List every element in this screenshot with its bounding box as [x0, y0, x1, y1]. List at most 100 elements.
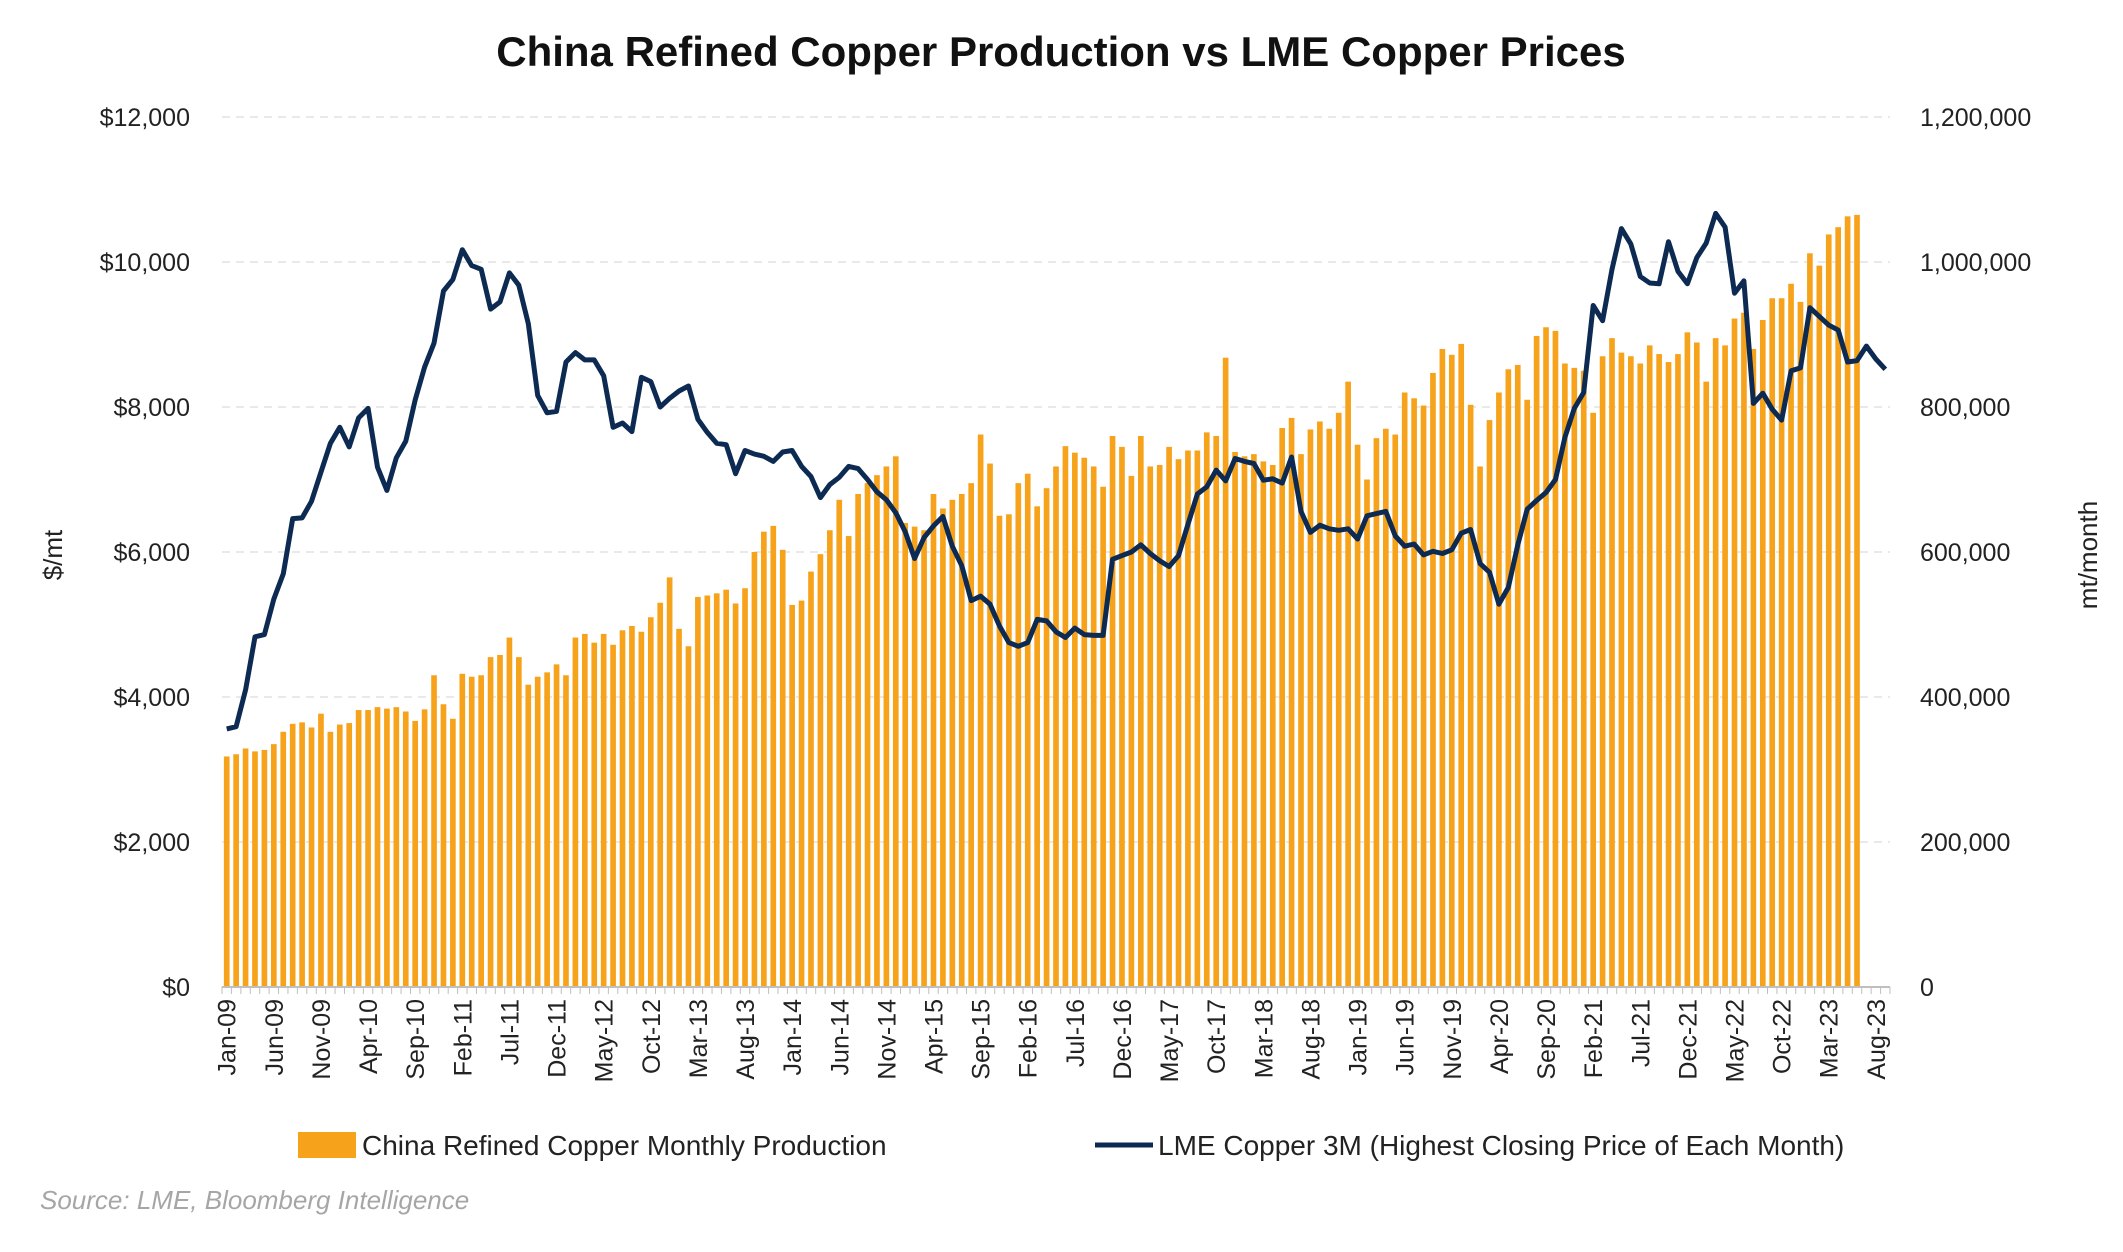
production-bar [252, 751, 258, 987]
production-bar [1448, 354, 1455, 987]
production-bar [1317, 421, 1323, 987]
production-bar [525, 684, 532, 987]
production-bar [1844, 216, 1851, 987]
production-bar [478, 675, 484, 987]
chart-title: China Refined Copper Production vs LME C… [496, 28, 1626, 75]
production-bar [1392, 434, 1399, 987]
production-bar [1486, 420, 1493, 987]
production-bar [1741, 312, 1747, 987]
left-axis-title: $/mt [38, 529, 68, 580]
production-bar [1552, 330, 1559, 987]
left-tick-label: $12,000 [100, 104, 190, 132]
production-bar [440, 704, 447, 987]
production-bar [1797, 301, 1804, 987]
production-bar [1825, 234, 1832, 987]
production-bar [308, 727, 315, 987]
production-bar [657, 602, 664, 987]
x-tick-label: Sep-10 [402, 999, 430, 1080]
production-bar [1637, 363, 1644, 987]
left-tick-label: $4,000 [114, 684, 190, 712]
x-tick-label: Feb-11 [449, 999, 477, 1076]
production-bar [1024, 473, 1031, 987]
production-bar [1458, 343, 1465, 987]
production-bar [431, 675, 437, 987]
production-bar [1100, 486, 1106, 987]
production-bar [600, 633, 607, 987]
production-bar [977, 434, 984, 987]
production-bar [1326, 428, 1333, 987]
production-bar [1439, 349, 1446, 987]
production-bar [1496, 392, 1502, 987]
production-bar [365, 710, 371, 987]
production-bar [1420, 405, 1427, 987]
production-bar [1430, 372, 1436, 987]
price-line-layer [226, 210, 1888, 732]
production-bar [761, 531, 767, 987]
right-tick-label: 1,200,000 [1920, 104, 2031, 132]
production-bar [883, 466, 890, 987]
production-bar [704, 595, 711, 987]
right-tick-label: 600,000 [1920, 539, 2010, 567]
production-bar [619, 630, 626, 987]
production-bar [1269, 465, 1276, 987]
production-bar [1015, 483, 1022, 987]
x-tick-label: Oct-22 [1769, 999, 1797, 1074]
right-tick-label: 0 [1920, 974, 1934, 1002]
production-bar [318, 713, 324, 987]
production-bar [1166, 446, 1172, 987]
left-tick-label: $2,000 [114, 829, 190, 857]
production-bar [1778, 298, 1785, 987]
x-tick-label: Apr-15 [921, 999, 949, 1074]
production-bar [271, 744, 277, 987]
x-tick-label: Sep-15 [968, 999, 996, 1080]
x-tick-label: Jul-21 [1627, 999, 1655, 1067]
production-bar [1759, 320, 1766, 987]
right-tick-label: 200,000 [1920, 829, 2010, 857]
production-bar [629, 625, 635, 987]
production-bar [516, 657, 522, 987]
production-bar [647, 617, 654, 987]
production-bar [393, 707, 400, 987]
production-bar [864, 483, 871, 987]
production-bar [544, 672, 550, 987]
left-tick-label: $8,000 [114, 394, 190, 422]
x-tick-label: Mar-23 [1816, 999, 1844, 1078]
production-bar [572, 637, 579, 987]
production-bar [855, 494, 861, 987]
production-bar [930, 494, 937, 987]
x-tick-label: Aug-18 [1297, 999, 1325, 1080]
production-bar [1505, 369, 1512, 987]
production-bar [1072, 452, 1078, 987]
production-bar [1128, 475, 1135, 987]
production-bar [1090, 466, 1097, 987]
production-bar [355, 710, 362, 987]
production-bar [1364, 479, 1370, 987]
production-bar [1119, 446, 1125, 987]
left-tick-label: $10,000 [100, 249, 190, 277]
production-bar [996, 515, 1003, 987]
production-bar [808, 571, 814, 987]
production-bar [845, 536, 852, 987]
production-bar [459, 673, 466, 987]
x-tick-label: May-22 [1722, 999, 1750, 1082]
production-bar [1034, 506, 1040, 987]
production-bar [1816, 265, 1823, 987]
production-bar [506, 637, 513, 987]
production-bar [1628, 356, 1634, 987]
x-tick-label: Dec-21 [1674, 999, 1702, 1080]
production-bar [336, 724, 343, 987]
production-bar [1222, 357, 1229, 987]
production-bar [1562, 363, 1568, 987]
production-bar [1722, 345, 1728, 987]
right-tick-label: 1,000,000 [1920, 249, 2031, 277]
x-tick-label: Jan-09 [214, 999, 242, 1075]
production-bar [1185, 450, 1191, 987]
production-bar [412, 720, 419, 987]
production-bar [921, 530, 927, 987]
production-bar [1703, 381, 1710, 987]
production-bar [1109, 436, 1116, 987]
x-tick-label: Nov-09 [308, 999, 336, 1080]
production-bar [1383, 428, 1389, 987]
production-bar [1665, 362, 1672, 987]
production-bar [911, 526, 918, 987]
